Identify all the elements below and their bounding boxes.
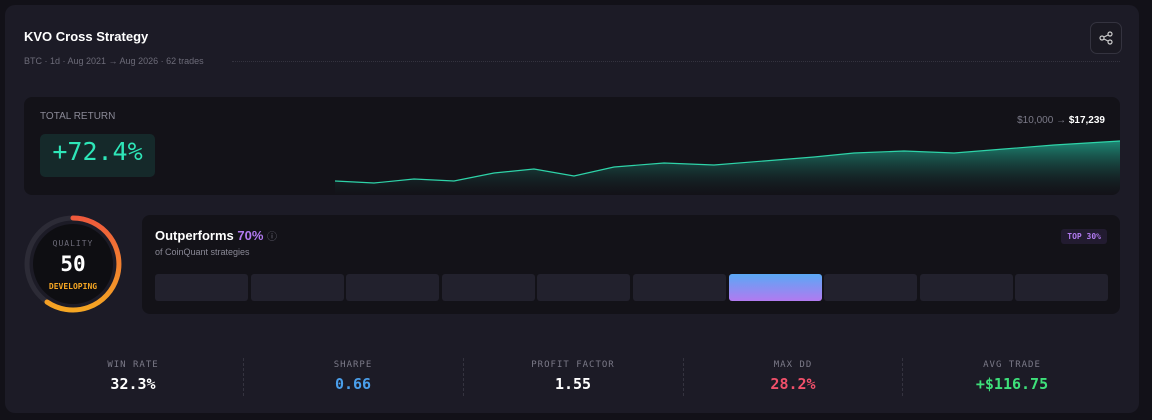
stat-label: SHARPE bbox=[333, 360, 373, 370]
equity-arrow: → bbox=[1056, 115, 1067, 126]
separator bbox=[232, 61, 1120, 62]
stat-value: 1.55 bbox=[554, 375, 592, 393]
title: KVO Cross Strategy bbox=[24, 29, 149, 44]
stat-divider bbox=[902, 358, 903, 396]
equity-start: $10,000 bbox=[1017, 115, 1054, 126]
stat-divider bbox=[683, 358, 684, 396]
ranking-badge: TOP 30% bbox=[1061, 229, 1107, 244]
decile-cell bbox=[633, 274, 726, 301]
ranking-subtitle: of CoinQuant strategies bbox=[155, 247, 250, 257]
decile-cell bbox=[919, 274, 1013, 301]
equity-range: $10,000 → $17,239 bbox=[1017, 115, 1105, 126]
decile-cell bbox=[537, 274, 631, 301]
equity-sparkline bbox=[334, 140, 1120, 195]
ranking-percent: 70% bbox=[237, 228, 264, 243]
share-icon bbox=[1099, 31, 1113, 45]
quality-ring bbox=[24, 215, 122, 313]
share-button[interactable] bbox=[1090, 22, 1122, 54]
decile-cell bbox=[250, 274, 344, 301]
stat-label: MAX DD bbox=[773, 360, 813, 370]
ranking-title: Outperforms bbox=[155, 228, 234, 243]
decile-cell bbox=[1015, 274, 1109, 301]
stat-label: AVG TRADE bbox=[983, 360, 1041, 370]
total-return-box bbox=[40, 134, 155, 177]
total-return-label: TOTAL RETURN bbox=[40, 111, 116, 122]
stat-value: 0.66 bbox=[334, 375, 372, 393]
stat-value: 32.3% bbox=[110, 375, 156, 393]
strategy-card bbox=[5, 5, 1139, 413]
total-return-panel: TOTAL RETURN +72.4% $10,000 → $17,239 bbox=[24, 97, 1120, 195]
equity-end: $17,239 bbox=[1068, 115, 1105, 126]
quality-score: 50 bbox=[60, 252, 86, 276]
total-return-value: +72.4% bbox=[52, 137, 143, 166]
stat-label: PROFIT FACTOR bbox=[531, 360, 615, 370]
info-icon: ⓘ bbox=[267, 232, 278, 243]
subtitle: BTC · 1d · Aug 2021 → Aug 2026 · 62 trad… bbox=[24, 56, 204, 66]
decile-cell bbox=[441, 274, 535, 301]
quality-label: QUALITY bbox=[52, 239, 94, 248]
ranking-panel: Outperforms 70% ⓘ of CoinQuant strategie… bbox=[142, 215, 1120, 314]
stat-divider bbox=[463, 358, 464, 396]
ranking-heading: Outperforms 70% ⓘ bbox=[155, 228, 277, 243]
decile-cell bbox=[824, 274, 918, 301]
decile-cell bbox=[155, 274, 248, 301]
decile-cell bbox=[346, 274, 440, 301]
stat-value: +$116.75 bbox=[975, 375, 1049, 393]
stat-divider bbox=[243, 358, 244, 396]
stat-label: WIN RATE bbox=[107, 360, 159, 370]
decile-cell bbox=[728, 274, 822, 301]
stat-value: 28.2% bbox=[770, 375, 816, 393]
quality-tier: DEVELOPING bbox=[48, 282, 98, 291]
